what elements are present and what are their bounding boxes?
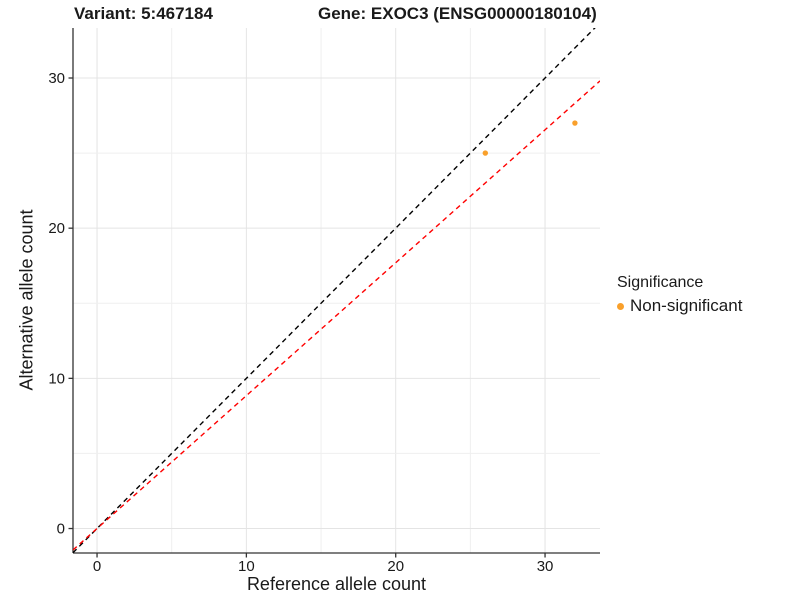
y-axis-title: Alternative allele count — [16, 209, 37, 391]
x-tick-label: 30 — [537, 558, 554, 575]
legend-entry-label: Non-significant — [630, 296, 743, 315]
legend: Significance Non-significant — [617, 274, 742, 316]
identity-line — [73, 28, 596, 553]
x-tick-label: 20 — [387, 558, 404, 575]
legend-title: Significance — [617, 274, 704, 291]
legend-point-icon — [617, 302, 624, 310]
ratio-line — [73, 80, 600, 551]
y-tick-label: 20 — [48, 220, 65, 237]
variant-title: Variant: 5:467184 — [74, 4, 213, 23]
legend-entry: Non-significant — [617, 296, 742, 316]
y-tick-label: 30 — [48, 70, 65, 87]
data-point — [572, 120, 578, 126]
y-tick-label: 0 — [57, 521, 65, 538]
data-point — [482, 150, 489, 156]
gene-title: Gene: EXOC3 (ENSG00000180104) — [318, 4, 597, 23]
x-tick-label: 0 — [93, 558, 101, 575]
x-axis-title: Reference allele count — [246, 574, 427, 594]
y-tick-label: 10 — [48, 370, 65, 387]
x-tick-label: 10 — [238, 558, 255, 575]
